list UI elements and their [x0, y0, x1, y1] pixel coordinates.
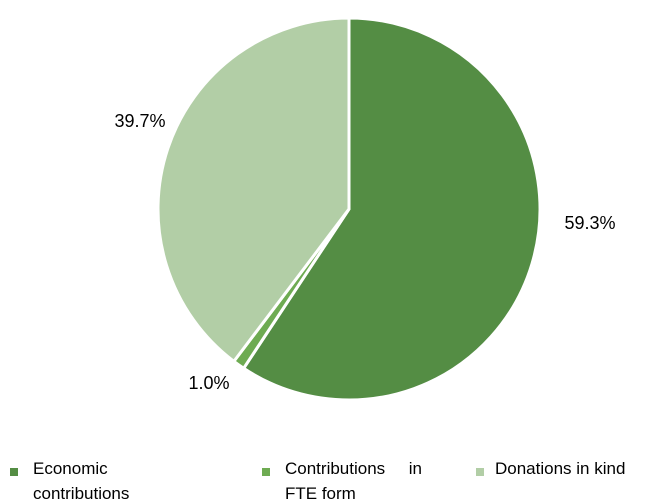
slice-labels: 59.3% 1.0% 39.7% — [114, 111, 615, 393]
slice-label-contributions-in-fte-form: 1.0% — [188, 373, 229, 393]
legend-item-2: Contributions in FTE form — [262, 459, 422, 502]
legend-label-1-line-1: Economic — [33, 459, 108, 478]
legend-label-2-line-2: FTE form — [285, 484, 356, 502]
slice-label-economic-contributions: 59.3% — [564, 213, 615, 233]
legend-marker-3 — [476, 468, 484, 476]
legend-label-1-line-2: contributions — [33, 484, 129, 502]
pie-slices — [156, 16, 542, 402]
slice-label-donations-in-kind: 39.7% — [114, 111, 165, 131]
legend-item-3: Donations in kind — [476, 459, 625, 478]
pie-slice-economic-contributions — [242, 16, 542, 402]
pie-slice-donations-in-kind — [156, 16, 351, 363]
legend-label-2-line-1: Contributions in — [285, 459, 422, 478]
legend-item-1: Economic contributions — [10, 459, 129, 502]
legend-marker-2 — [262, 468, 270, 476]
legend-label-3-line-1: Donations in kind — [495, 459, 625, 478]
legend-marker-1 — [10, 468, 18, 476]
legend: Economic contributions Contributions in FTE… — [10, 459, 625, 502]
